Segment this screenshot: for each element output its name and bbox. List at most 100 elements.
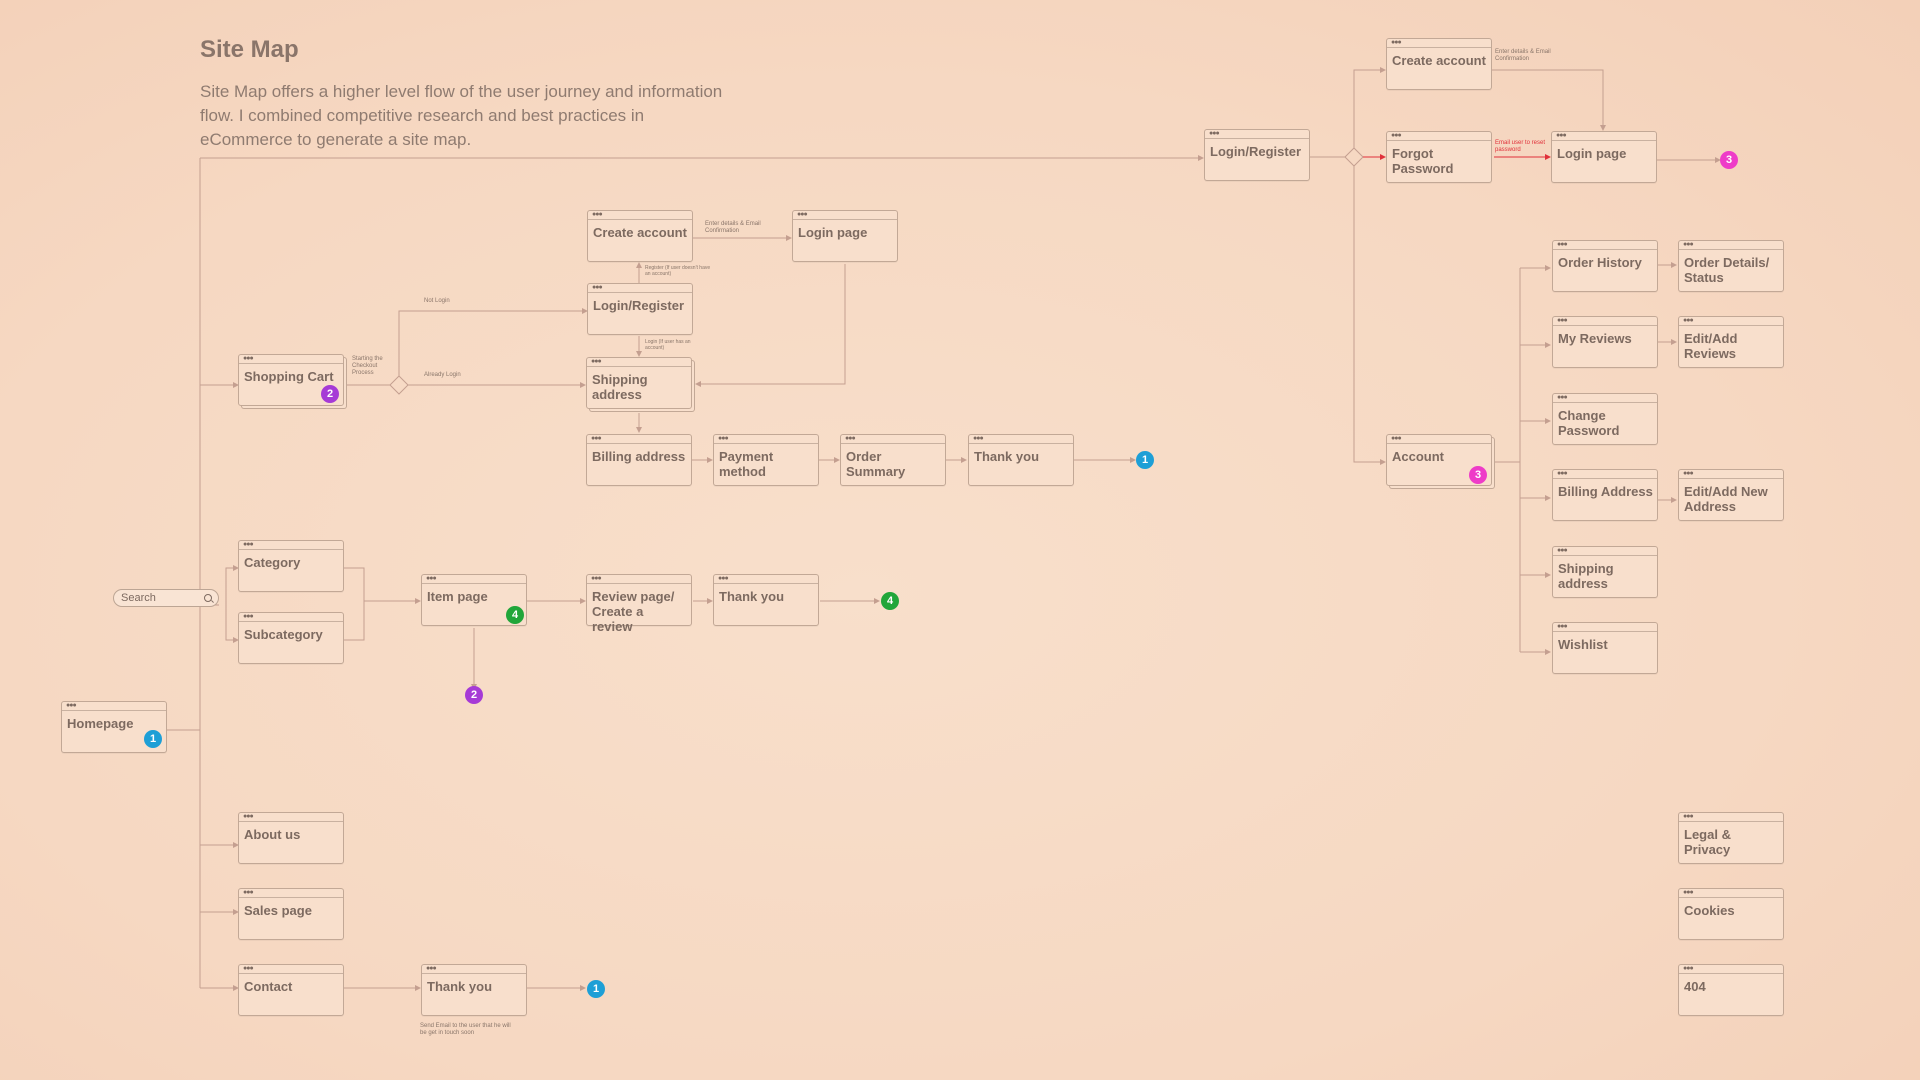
node-change-password[interactable]: ●●● Change Password bbox=[1552, 393, 1658, 445]
node-edit-reviews[interactable]: ●●● Edit/Add Reviews bbox=[1678, 316, 1784, 368]
node-payment-method[interactable]: ●●● Payment method bbox=[713, 434, 819, 486]
window-dots-icon: ●●● bbox=[243, 889, 254, 896]
node-label: 404 bbox=[1684, 979, 1706, 994]
node-label: Cookies bbox=[1684, 903, 1735, 918]
node-sales-page[interactable]: ●●● Sales page bbox=[238, 888, 344, 940]
node-thank-you-contact[interactable]: ●●● Thank you bbox=[421, 964, 527, 1016]
node-order-details[interactable]: ●●● Order Details/ Status bbox=[1678, 240, 1784, 292]
connector-trunk bbox=[167, 158, 201, 988]
node-review-page[interactable]: ●●● Review page/ Create a review bbox=[586, 574, 692, 634]
node-label: Create account bbox=[1392, 53, 1486, 68]
node-thank-you-checkout[interactable]: ●●● Thank you bbox=[968, 434, 1074, 486]
node-label: About us bbox=[244, 827, 301, 842]
node-create-account-checkout[interactable]: ●●● Create account bbox=[587, 210, 693, 262]
node-wishlist[interactable]: ●●● Wishlist bbox=[1552, 622, 1658, 674]
node-shipping-address-checkout[interactable]: ●●● Shipping address bbox=[586, 357, 692, 409]
node-label: Edit/Add New Address bbox=[1684, 484, 1768, 514]
window-dots-icon: ●●● bbox=[1557, 623, 1568, 630]
node-order-summary[interactable]: ●●● Order Summary bbox=[840, 434, 946, 486]
window-dots-icon: ●●● bbox=[845, 435, 856, 442]
node-shipping-address-account[interactable]: ●●● Shipping address bbox=[1552, 546, 1658, 598]
node-about-us[interactable]: ●●● About us bbox=[238, 812, 344, 864]
window-dots-icon: ●●● bbox=[1556, 132, 1567, 139]
window-dots-icon: ●●● bbox=[1557, 547, 1568, 554]
window-dots-icon: ●●● bbox=[718, 575, 729, 582]
badge-flow-2: 2 bbox=[321, 385, 339, 403]
search-input[interactable]: Search bbox=[113, 589, 219, 607]
node-billing-address-account[interactable]: ●●● Billing Address bbox=[1552, 469, 1658, 521]
note-email-reset: Email user to reset password bbox=[1495, 140, 1546, 153]
node-label: Item page bbox=[427, 589, 488, 604]
window-dots-icon: ●●● bbox=[973, 435, 984, 442]
search-label: Search bbox=[121, 592, 156, 604]
node-label: Create account bbox=[593, 225, 687, 240]
node-label: Order Details/ Status bbox=[1684, 255, 1770, 285]
window-dots-icon: ●●● bbox=[1683, 241, 1694, 248]
window-dots-icon: ●●● bbox=[1391, 435, 1402, 442]
node-create-account-top[interactable]: ●●● Create account bbox=[1386, 38, 1492, 90]
node-category[interactable]: ●●● Category bbox=[238, 540, 344, 592]
note-checkout-start: Starting the Checkout Process bbox=[352, 356, 383, 376]
badge-flow-4: 4 bbox=[506, 606, 524, 624]
node-label: Edit/Add Reviews bbox=[1684, 331, 1738, 361]
node-label: Wishlist bbox=[1558, 637, 1608, 652]
node-label: Login page bbox=[798, 225, 868, 240]
node-thank-you-review[interactable]: ●●● Thank you bbox=[713, 574, 819, 626]
node-my-reviews[interactable]: ●●● My Reviews bbox=[1552, 316, 1658, 368]
node-login-register-checkout[interactable]: ●●● Login/Register bbox=[587, 283, 693, 335]
node-login-register-top[interactable]: ●●● Login/Register bbox=[1204, 129, 1310, 181]
node-label: Order Summary bbox=[846, 449, 906, 479]
window-dots-icon: ●●● bbox=[243, 813, 254, 820]
badge-flow-3: 3 bbox=[1720, 151, 1738, 169]
node-label: Sales page bbox=[244, 903, 312, 918]
node-label: Homepage bbox=[67, 716, 134, 731]
badge-flow-2: 2 bbox=[465, 686, 483, 704]
node-label: Forgot Password bbox=[1392, 146, 1454, 176]
node-label: Shipping address bbox=[592, 372, 648, 402]
node-label: Shopping Cart bbox=[244, 369, 334, 384]
node-billing-address-checkout[interactable]: ●●● Billing address bbox=[586, 434, 692, 486]
node-edit-address[interactable]: ●●● Edit/Add New Address bbox=[1678, 469, 1784, 521]
window-dots-icon: ●●● bbox=[1683, 965, 1694, 972]
window-dots-icon: ●●● bbox=[1209, 130, 1220, 137]
node-legal-privacy[interactable]: ●●● Legal & Privacy bbox=[1678, 812, 1784, 864]
window-dots-icon: ●●● bbox=[1557, 317, 1568, 324]
window-dots-icon: ●●● bbox=[718, 435, 729, 442]
node-subcategory[interactable]: ●●● Subcategory bbox=[238, 612, 344, 664]
note-enter-details: Enter details & Email Confirmation bbox=[705, 221, 761, 234]
node-login-page-top[interactable]: ●●● Login page bbox=[1551, 131, 1657, 183]
node-label: Legal & Privacy bbox=[1684, 827, 1731, 857]
window-dots-icon: ●●● bbox=[1557, 394, 1568, 401]
window-dots-icon: ●●● bbox=[243, 613, 254, 620]
node-label: My Reviews bbox=[1558, 331, 1632, 346]
node-order-history[interactable]: ●●● Order History bbox=[1552, 240, 1658, 292]
badge-flow-1: 1 bbox=[1136, 451, 1154, 469]
window-dots-icon: ●●● bbox=[797, 211, 808, 218]
window-dots-icon: ●●● bbox=[243, 541, 254, 548]
page-title: Site Map bbox=[200, 36, 299, 63]
node-label: Payment method bbox=[719, 449, 774, 479]
node-label: Login/Register bbox=[593, 298, 685, 313]
node-shopping-cart[interactable]: ●●● Shopping Cart bbox=[238, 354, 344, 406]
node-label: Thank you bbox=[719, 589, 785, 604]
note-send-email: Send Email to the user that he will be g… bbox=[420, 1023, 511, 1036]
node-forgot-password[interactable]: ●●● Forgot Password bbox=[1386, 131, 1492, 183]
node-contact[interactable]: ●●● Contact bbox=[238, 964, 344, 1016]
window-dots-icon: ●●● bbox=[1557, 470, 1568, 477]
window-dots-icon: ●●● bbox=[243, 355, 254, 362]
node-login-page-checkout[interactable]: ●●● Login page bbox=[792, 210, 898, 262]
node-404[interactable]: ●●● 404 bbox=[1678, 964, 1784, 1016]
node-label: Login/Register bbox=[1210, 144, 1302, 159]
note-register: Register (If user doesn't have an accoun… bbox=[645, 265, 711, 277]
node-account[interactable]: ●●● Account bbox=[1386, 434, 1492, 486]
node-label: Billing address bbox=[592, 449, 686, 464]
node-label: Contact bbox=[244, 979, 293, 994]
window-dots-icon: ●●● bbox=[591, 435, 602, 442]
node-label: Category bbox=[244, 555, 301, 570]
node-homepage[interactable]: ●●● Homepage bbox=[61, 701, 167, 753]
window-dots-icon: ●●● bbox=[591, 358, 602, 365]
window-dots-icon: ●●● bbox=[592, 211, 603, 218]
window-dots-icon: ●●● bbox=[1683, 889, 1694, 896]
window-dots-icon: ●●● bbox=[426, 575, 437, 582]
node-cookies[interactable]: ●●● Cookies bbox=[1678, 888, 1784, 940]
